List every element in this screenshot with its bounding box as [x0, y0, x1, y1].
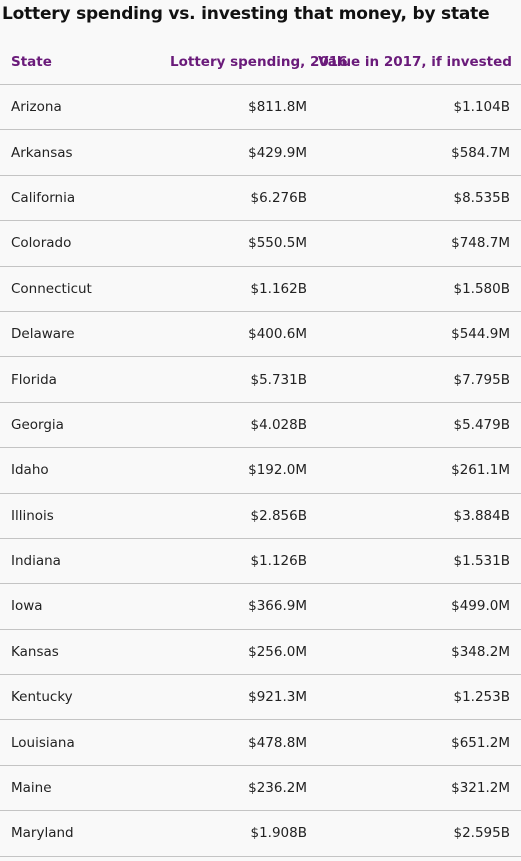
invested-value-cell: $8.535B	[318, 175, 521, 222]
state-cell: Illinois	[0, 493, 170, 539]
lottery-spending-cell: $921.3M	[170, 674, 318, 721]
table-row: Kentucky $921.3M $1.253B	[0, 674, 521, 721]
state-cell: Iowa	[0, 583, 170, 630]
column-header-lottery-spending[interactable]: Lottery spending, 2016	[170, 40, 348, 85]
state-cell: Louisiana	[0, 719, 170, 766]
lottery-spending-cell: $1.126B	[170, 538, 318, 585]
state-cell: Maine	[0, 765, 170, 812]
invested-value-cell: $499.0M	[318, 583, 521, 630]
lottery-spending-cell: $811.8M	[170, 84, 318, 131]
invested-value-cell: $651.2M	[318, 719, 521, 766]
table-row: Kansas $256.0M $348.2M	[0, 629, 521, 676]
lottery-spending-cell: $1.162B	[170, 266, 318, 312]
state-cell: Indiana	[0, 538, 170, 585]
state-cell: Arkansas	[0, 129, 170, 176]
state-cell: Idaho	[0, 447, 170, 494]
invested-value-cell: $2.595B	[318, 810, 521, 857]
lottery-spending-cell: $256.0M	[170, 629, 318, 676]
lottery-spending-cell: $478.8M	[170, 719, 318, 766]
lottery-spending-cell: $5.731B	[170, 356, 318, 403]
state-cell: Connecticut	[0, 266, 170, 312]
state-cell: Florida	[0, 356, 170, 403]
column-header-value-invested[interactable]: Value in 2017, if invested	[318, 40, 521, 85]
table-row: Maryland $1.908B $2.595B	[0, 810, 521, 857]
header-row: State Lottery spending, 2016 Value in 20…	[0, 40, 521, 85]
table-row: Iowa $366.9M $499.0M	[0, 583, 521, 630]
table-row: Connecticut $1.162B $1.580B	[0, 266, 521, 312]
state-cell: Colorado	[0, 220, 170, 267]
state-cell: Maryland	[0, 810, 170, 857]
invested-value-cell: $348.2M	[318, 629, 521, 676]
state-cell: Kentucky	[0, 674, 170, 721]
lottery-spending-cell: $366.9M	[170, 583, 318, 630]
state-cell: Kansas	[0, 629, 170, 676]
table-row: Delaware $400.6M $544.9M	[0, 311, 521, 358]
lottery-spending-cell: $550.5M	[170, 220, 318, 267]
invested-value-cell: $321.2M	[318, 765, 521, 812]
state-cell: California	[0, 175, 170, 222]
invested-value-cell: $5.479B	[318, 402, 521, 449]
invested-value-cell: $1.104B	[318, 84, 521, 131]
lottery-spending-cell: $429.9M	[170, 129, 318, 176]
table-body: Arizona $811.8M $1.104B Arkansas $429.9M $584…	[0, 84, 521, 857]
invested-value-cell: $584.7M	[318, 129, 521, 176]
lottery-spending-cell: $1.908B	[170, 810, 318, 857]
table-row: Idaho $192.0M $261.1M	[0, 447, 521, 494]
table-row: Maine $236.2M $321.2M	[0, 765, 521, 812]
state-cell: Delaware	[0, 311, 170, 358]
invested-value-cell: $3.884B	[318, 493, 521, 539]
column-header-state[interactable]: State	[0, 40, 170, 85]
state-cell: Georgia	[0, 402, 170, 449]
invested-value-cell: $7.795B	[318, 356, 521, 403]
state-cell: Arizona	[0, 84, 170, 131]
invested-value-cell: $261.1M	[318, 447, 521, 494]
invested-value-cell: $1.531B	[318, 538, 521, 585]
invested-value-cell: $544.9M	[318, 311, 521, 358]
invested-value-cell: $1.253B	[318, 674, 521, 721]
lottery-spending-cell: $192.0M	[170, 447, 318, 494]
invested-value-cell: $748.7M	[318, 220, 521, 267]
table-row: Florida $5.731B $7.795B	[0, 356, 521, 403]
table-row: Arizona $811.8M $1.104B	[0, 84, 521, 131]
table-header: State Lottery spending, 2016 Value in 20…	[0, 40, 521, 85]
table-row: Indiana $1.126B $1.531B	[0, 538, 521, 585]
table-row: Colorado $550.5M $748.7M	[0, 220, 521, 267]
lottery-spending-cell: $2.856B	[170, 493, 318, 539]
table-row: Georgia $4.028B $5.479B	[0, 402, 521, 449]
lottery-table: State Lottery spending, 2016 Value in 20…	[0, 40, 521, 857]
table-row: Illinois $2.856B $3.884B	[0, 493, 521, 539]
lottery-spending-cell: $6.276B	[170, 175, 318, 222]
table-row: California $6.276B $8.535B	[0, 175, 521, 222]
lottery-spending-cell: $4.028B	[170, 402, 318, 449]
table-row: Arkansas $429.9M $584.7M	[0, 129, 521, 176]
invested-value-cell: $1.580B	[318, 266, 521, 312]
lottery-spending-cell: $400.6M	[170, 311, 318, 358]
table-title: Lottery spending vs. investing that mone…	[2, 4, 490, 24]
table-row: Louisiana $478.8M $651.2M	[0, 719, 521, 766]
lottery-spending-cell: $236.2M	[170, 765, 318, 812]
